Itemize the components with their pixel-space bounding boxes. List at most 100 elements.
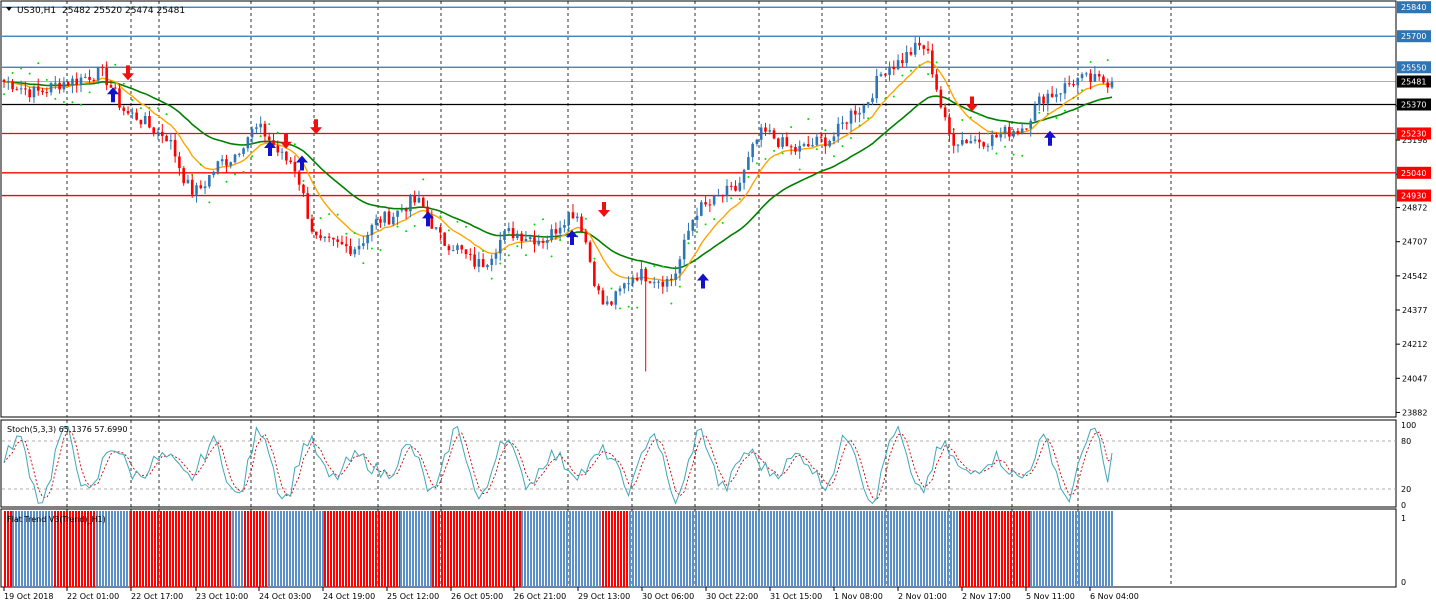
level-tag — [1397, 75, 1431, 88]
flat-trend-bar — [444, 511, 446, 587]
candle-body — [490, 258, 493, 265]
flat-trend-bar — [169, 511, 171, 587]
flat-trend-bar — [102, 511, 104, 587]
sar-dot — [319, 217, 322, 220]
chart-menu-triangle-icon[interactable] — [6, 7, 12, 11]
candle-body — [267, 136, 271, 141]
candle-body — [550, 229, 553, 241]
flat-trend-bar — [995, 511, 997, 587]
sar-dot — [516, 245, 519, 248]
flat-trend-bar — [890, 511, 892, 587]
candle-body — [969, 141, 973, 144]
flat-trend-bar — [342, 511, 344, 587]
candle-body — [195, 185, 198, 195]
candle-body — [503, 230, 506, 240]
sar-dot — [892, 95, 895, 98]
sar-dot — [935, 61, 938, 64]
candle-body — [1037, 96, 1041, 105]
sell-arrow-icon — [966, 96, 978, 112]
flat-trend-bar — [1022, 511, 1024, 587]
candle-body — [49, 83, 53, 93]
flat-trend-bar — [456, 511, 458, 587]
time-axis[interactable]: 19 Oct 2018 22 Oct 01:00 22 Oct 17:00 23 Oc… — [3, 587, 1139, 601]
flat-trend-bar — [959, 511, 961, 587]
flat-trend-bar — [205, 511, 207, 587]
flat-trend-bar — [704, 511, 706, 587]
flat-trend-bar — [530, 511, 532, 587]
candle-body — [747, 157, 750, 170]
candle-body — [537, 240, 541, 245]
flat-trend-bar — [1039, 511, 1041, 587]
candle-body — [665, 278, 669, 287]
flat-trend-bar — [175, 511, 177, 587]
flat-trend-bar — [1108, 511, 1110, 587]
flat-trend-bar — [378, 511, 380, 587]
sar-dot — [165, 113, 168, 116]
candle-body — [208, 175, 211, 187]
flat-trend-bar — [947, 511, 949, 587]
flat-trend-bar — [830, 511, 832, 587]
candle-body — [507, 228, 511, 231]
flat-trend-bar — [578, 511, 580, 587]
flat-trend-bar — [354, 511, 356, 587]
sar-dot — [841, 145, 844, 148]
level-tag-label: 25230 — [1401, 129, 1426, 138]
candle-body — [909, 52, 913, 55]
flat-trend-bar — [746, 511, 748, 587]
slow-moving-average — [4, 80, 1113, 270]
sar-dot — [678, 285, 681, 288]
flat-trend-bar — [569, 511, 571, 587]
horizontal-levels[interactable] — [2, 6, 1396, 197]
time-tick-label: 25 Oct 12:00 — [387, 592, 439, 601]
flat-trend-bar — [1093, 511, 1095, 587]
flat-trend-bar — [510, 511, 512, 587]
flat-trend-bar — [259, 511, 261, 587]
candle-body — [794, 147, 797, 152]
candle-body — [670, 278, 673, 280]
candle-body — [738, 182, 742, 191]
candle-body — [725, 185, 729, 196]
flat-trend-bar — [193, 511, 195, 587]
stoch-main-line — [3, 425, 1113, 505]
candle-body — [421, 197, 425, 207]
flat-trend-bar — [483, 511, 485, 587]
flat-trend-bar — [15, 511, 17, 587]
candle-body — [832, 136, 836, 142]
candle-body — [250, 128, 254, 138]
sar-dot — [482, 249, 485, 252]
price-tick-label: 24212 — [1402, 340, 1427, 349]
flat-trend-bar — [375, 511, 377, 587]
stoch-signal-line — [3, 429, 1113, 501]
sar-dot — [661, 265, 664, 268]
time-tick-label: 26 Oct 05:00 — [451, 592, 503, 601]
flat-trend-bar — [782, 511, 784, 587]
candle-body — [614, 291, 618, 305]
candle-body — [186, 179, 190, 184]
flat-trend-bar — [872, 511, 874, 587]
candle-body — [28, 89, 31, 98]
candle-body — [789, 146, 793, 148]
flat-trend-bar — [108, 511, 110, 587]
flat-trend-bar — [728, 511, 730, 587]
sar-dot — [199, 163, 202, 166]
candle-body — [460, 245, 464, 250]
sar-dot — [755, 162, 758, 165]
buy-arrow-icon — [422, 211, 434, 227]
flat-trend-bar — [566, 511, 568, 587]
main-price-panel — [0, 0, 1397, 418]
flat-trend-bar — [923, 511, 925, 587]
flat-trend-bar — [1096, 511, 1098, 587]
sar-dot — [208, 201, 211, 204]
sar-dot — [122, 82, 125, 85]
flat-trend-bar — [1084, 511, 1086, 587]
sar-dot — [28, 72, 31, 75]
flat-trend-bar — [983, 511, 985, 587]
sar-dot — [584, 217, 587, 220]
sar-dot — [490, 277, 493, 280]
candle-body — [871, 98, 874, 103]
sar-dot — [542, 218, 545, 221]
candle-body — [926, 48, 930, 51]
candle-body — [66, 82, 70, 86]
flat-trend-bar — [761, 511, 763, 587]
